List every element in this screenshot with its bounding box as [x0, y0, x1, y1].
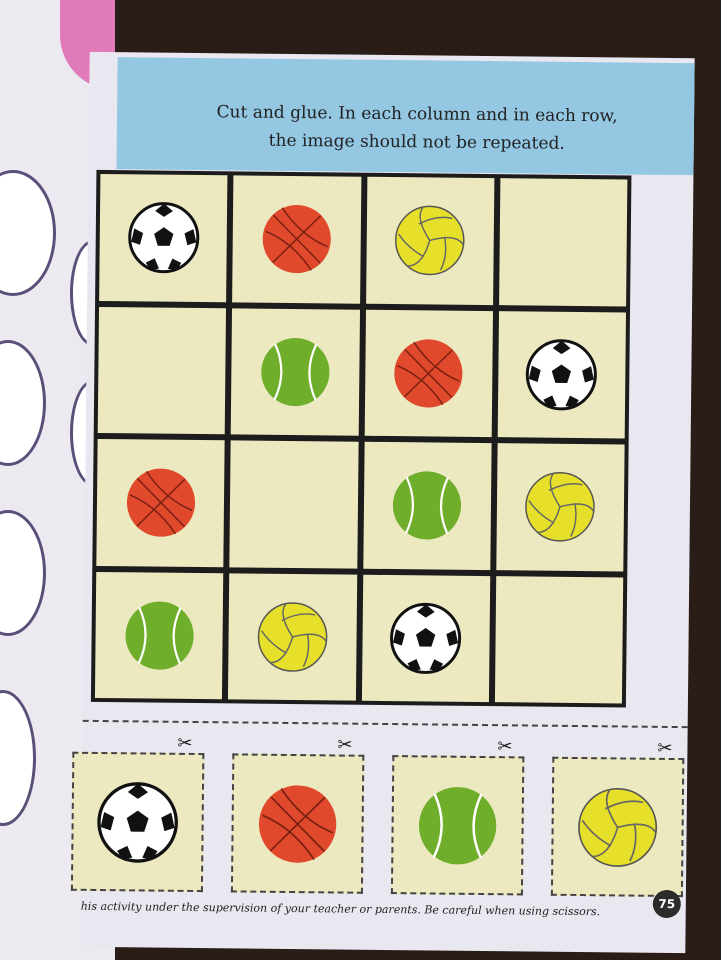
soccer-ball-icon [127, 202, 199, 274]
grid-cell-volleyball [496, 443, 625, 571]
soccer-ball-icon [97, 781, 178, 863]
grid-cell-empty[interactable] [498, 178, 628, 306]
cutout-volleyball[interactable] [550, 756, 685, 898]
basketball-ball-icon [262, 205, 331, 274]
tennis-ball-icon [418, 786, 497, 864]
basketball-ball-icon [258, 784, 337, 863]
left-shape [0, 690, 36, 826]
soccer-ball-icon [526, 339, 598, 411]
volleyball-ball-icon [578, 787, 658, 867]
grid-cell-empty[interactable] [494, 575, 624, 704]
instruction-text: Cut and glue. In each column and in each… [157, 98, 678, 159]
grid-cell-soccer [99, 173, 228, 302]
cutout-tennis[interactable] [390, 755, 525, 896]
volleyball-ball-icon [257, 601, 328, 672]
grid-cell-volleyball [365, 176, 495, 305]
volleyball-ball-icon [395, 205, 465, 276]
grid-cell-soccer [497, 310, 627, 439]
puzzle-grid [90, 169, 632, 708]
tennis-ball-icon [393, 471, 462, 540]
workbook-page: Cut and glue. In each column and in each… [70, 51, 695, 954]
scissors-icon: ✂ [177, 732, 193, 754]
instruction-line: the image should not be repeated. [268, 130, 565, 154]
basketball-ball-icon [394, 339, 463, 408]
grid-cell-tennis [94, 571, 224, 700]
grid-cell-basketball [364, 309, 493, 438]
grid-cell-empty[interactable] [97, 306, 227, 435]
scissors-icon: ✂ [497, 736, 513, 758]
instruction-line: Cut and glue. In each column and in each… [216, 102, 618, 127]
left-shape [0, 510, 46, 636]
instruction-banner: Cut and glue. In each column and in each… [116, 57, 695, 176]
basketball-ball-icon [126, 468, 195, 537]
left-shape [0, 170, 56, 296]
cutout-soccer[interactable] [70, 751, 205, 893]
grid-cell-tennis [230, 307, 360, 436]
scissors-icon: ✂ [657, 737, 673, 759]
cut-line [82, 719, 688, 729]
volleyball-ball-icon [525, 472, 596, 542]
grid-cell-tennis [362, 441, 492, 570]
left-shape [0, 340, 46, 466]
footer-note: his activity under the supervision of yo… [80, 899, 601, 919]
tennis-ball-icon [261, 337, 330, 406]
grid-cell-empty[interactable] [229, 440, 359, 569]
grid-cell-basketball [96, 438, 225, 567]
grid-cell-soccer [361, 574, 490, 703]
soccer-ball-icon [390, 602, 462, 674]
grid-cell-volleyball [228, 572, 357, 701]
page-number: 75 [652, 889, 681, 919]
tennis-ball-icon [125, 601, 194, 670]
scissors-icon: ✂ [337, 734, 353, 756]
grid-cell-basketball [232, 175, 361, 304]
cutout-basketball[interactable] [230, 753, 365, 894]
